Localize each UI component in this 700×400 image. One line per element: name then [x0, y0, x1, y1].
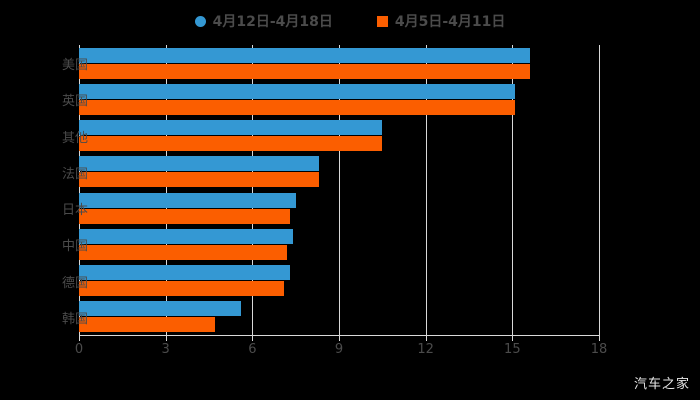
bar[interactable] [79, 63, 530, 79]
legend-label-series-1: 4月12日-4月18日 [212, 14, 333, 30]
x-tick-mark [512, 336, 514, 341]
bar[interactable] [79, 172, 319, 188]
gridline [512, 45, 514, 335]
x-tick-label: 12 [417, 342, 434, 357]
bar[interactable] [79, 281, 285, 297]
x-tick-mark [599, 336, 600, 341]
x-tick-label: 0 [74, 342, 84, 357]
bar[interactable] [79, 136, 383, 152]
legend-label-series-2: 4月5日-4月11日 [394, 14, 506, 30]
bar-group [79, 301, 599, 333]
bar-group [79, 120, 599, 152]
bar[interactable] [79, 47, 530, 63]
watermark: 汽车之家 [633, 377, 690, 392]
x-tick-label: 6 [248, 342, 257, 357]
bar[interactable] [79, 265, 290, 281]
legend-item-series-1[interactable]: 4月12日-4月18日 [194, 11, 333, 31]
category-label: 日本 [61, 203, 88, 219]
gridline [79, 45, 80, 335]
x-tick-label: 9 [334, 342, 344, 357]
x-tick-label: 3 [161, 342, 170, 357]
x-tick-mark [252, 336, 254, 341]
bar[interactable] [79, 192, 296, 208]
bar-group [79, 192, 599, 224]
category-label: 韩国 [61, 311, 88, 327]
bar-group [79, 228, 599, 260]
bar[interactable] [79, 244, 287, 260]
x-tick-mark [165, 336, 167, 341]
x-tick-mark [339, 336, 340, 341]
gridline [252, 45, 254, 335]
circle-icon [194, 15, 206, 27]
bar-group [79, 83, 599, 115]
bar-group [79, 265, 599, 297]
gridline [339, 45, 340, 335]
square-icon [376, 15, 388, 27]
bar[interactable] [79, 156, 319, 172]
gridline [599, 45, 600, 335]
category-label: 其他 [61, 130, 88, 146]
bar[interactable] [79, 317, 215, 333]
x-tick-label: 15 [504, 342, 521, 357]
gridline [425, 45, 427, 335]
bar[interactable] [79, 120, 383, 136]
gridline [165, 45, 167, 335]
bar-group [79, 47, 599, 79]
category-label: 中国 [61, 239, 88, 255]
x-tick-mark [425, 336, 427, 341]
category-label: 美国 [61, 58, 88, 74]
x-tick-mark [79, 336, 80, 341]
plot-area [79, 45, 600, 335]
bar[interactable] [79, 301, 241, 317]
category-label: 英国 [61, 94, 88, 110]
bar[interactable] [79, 208, 290, 224]
x-axis-line [79, 335, 600, 336]
category-label: 法国 [61, 166, 88, 182]
chart-legend: 4月12日-4月18日 4月5日-4月11日 [0, 8, 700, 34]
x-tick-label: 18 [590, 342, 608, 357]
bar[interactable] [79, 83, 516, 99]
legend-item-series-2[interactable]: 4月5日-4月11日 [376, 11, 506, 31]
category-label: 德国 [61, 275, 88, 291]
bar[interactable] [79, 99, 516, 115]
bar[interactable] [79, 228, 293, 244]
bar-group [79, 156, 599, 188]
